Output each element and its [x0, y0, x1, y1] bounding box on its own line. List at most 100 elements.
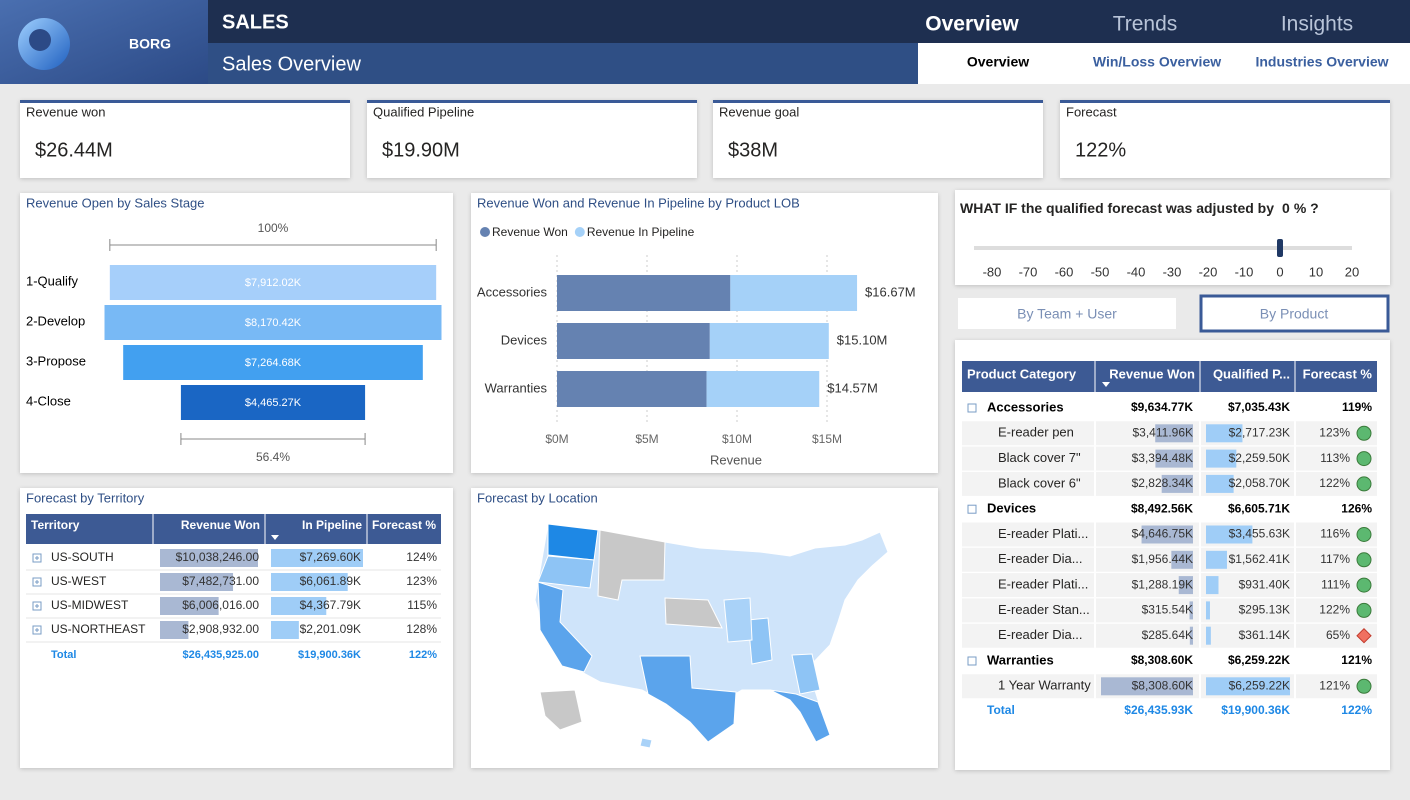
funnel-value-label: $7,264.68K — [245, 357, 302, 369]
expand-toggle[interactable] — [967, 403, 977, 413]
whatif-value: 0 — [1282, 200, 1290, 216]
territory-forecast: 115% — [407, 598, 437, 612]
data-bar — [1178, 576, 1193, 595]
top-bar — [208, 0, 1410, 43]
expand-toggle[interactable] — [967, 656, 977, 666]
slider-tick-label: -70 — [1019, 264, 1038, 279]
item-forecast: 122% — [1319, 476, 1350, 490]
item-forecast: 111% — [1321, 577, 1350, 591]
state — [723, 597, 753, 643]
bar-segment — [730, 275, 858, 311]
row-bg — [962, 598, 1377, 623]
territory-name: US-SOUTH — [51, 550, 114, 564]
item-name: E-reader Dia... — [998, 627, 1083, 642]
data-bar — [160, 549, 258, 567]
item-forecast: 121% — [1319, 678, 1350, 692]
item-pipeline: $931.40K — [1239, 577, 1290, 591]
territory-name: US-NORTHEAST — [51, 622, 146, 636]
legend-label: Revenue In Pipeline — [587, 225, 695, 239]
state — [769, 689, 831, 743]
bar-segment — [557, 275, 731, 311]
nav-tab[interactable]: Overview — [925, 13, 1019, 36]
state — [639, 655, 737, 743]
state — [664, 597, 723, 629]
group-forecast: 119% — [1342, 400, 1372, 414]
stage-label: 1-Qualify — [26, 273, 79, 288]
data-bar — [1161, 474, 1193, 493]
state — [547, 523, 599, 561]
total-revenue: $26,435,925.00 — [183, 649, 259, 661]
item-name: E-reader Plati... — [998, 526, 1088, 541]
status-icon — [1356, 527, 1372, 542]
kpi-value: 122% — [1075, 139, 1126, 161]
item-forecast: 123% — [1319, 425, 1350, 439]
territory-name: US-MIDWEST — [51, 598, 129, 612]
item-pipeline: $3,455.63K — [1229, 527, 1290, 541]
button-label[interactable]: By Team + User — [1017, 306, 1117, 322]
nav-tab[interactable]: Insights — [1281, 13, 1353, 36]
group-pipeline: $7,035.43K — [1228, 400, 1290, 414]
data-bar — [160, 573, 234, 591]
funnel-value-label: $4,465.27K — [245, 397, 302, 409]
kpi-card — [713, 100, 1043, 178]
column-header: Revenue Won — [1109, 366, 1195, 381]
expand-toggle[interactable] — [967, 504, 977, 514]
item-name: 1 Year Warranty — [998, 678, 1091, 693]
button[interactable] — [958, 298, 1176, 329]
slider-tick-label: 20 — [1345, 264, 1359, 279]
sub-tab[interactable]: Win/Loss Overview — [1093, 54, 1221, 70]
data-bar — [1206, 576, 1219, 595]
bracket-label: 100% — [258, 221, 289, 235]
item-forecast: 113% — [1320, 451, 1350, 465]
total-label: Total — [51, 649, 76, 661]
total-forecast: 122% — [409, 649, 437, 661]
total-pipeline: $19,900.36K — [1221, 703, 1290, 717]
whatif-suffix: % ? — [1294, 200, 1319, 216]
data-bar — [1206, 424, 1243, 443]
logo-text: BORG — [129, 36, 171, 52]
expand-toggle[interactable] — [32, 625, 42, 635]
slider-handle[interactable] — [1277, 239, 1283, 257]
data-bar — [271, 597, 327, 615]
total-label: $15.10M — [837, 332, 888, 347]
item-revenue: $3,411.96K — [1133, 425, 1194, 439]
expand-toggle[interactable] — [32, 553, 42, 563]
sub-tab[interactable]: Industries Overview — [1255, 54, 1388, 70]
data-bar — [1206, 525, 1253, 544]
nav-tab[interactable]: Trends — [1113, 13, 1178, 36]
status-icon — [1356, 627, 1372, 644]
slider-tick-label: -40 — [1127, 264, 1146, 279]
data-bar — [1171, 550, 1193, 569]
total-revenue: $26,435.93K — [1124, 703, 1193, 717]
kpi-value: $19.90M — [382, 139, 460, 161]
slider-tick-label: 10 — [1309, 264, 1323, 279]
x-tick-label: $5M — [635, 432, 658, 446]
sub-tab[interactable]: Overview — [967, 54, 1029, 70]
state — [747, 617, 773, 665]
button[interactable] — [1199, 294, 1390, 333]
column-header: Qualified P... — [1213, 366, 1290, 381]
expand-toggle[interactable] — [32, 601, 42, 611]
item-pipeline: $2,058.70K — [1229, 476, 1290, 490]
kpi-accent — [20, 100, 350, 103]
status-icon — [1356, 552, 1372, 568]
kpi-accent — [1060, 100, 1390, 103]
state — [791, 653, 821, 695]
page-title: Sales Overview — [222, 53, 361, 75]
button-label[interactable]: By Product — [1260, 306, 1329, 322]
title-bar — [208, 43, 918, 84]
state — [539, 689, 583, 731]
stage-label: 3-Propose — [26, 353, 86, 368]
group-pipeline: $6,259.22K — [1228, 653, 1290, 667]
y-tick-label: Devices — [501, 332, 548, 347]
item-revenue: $2,828.34K — [1132, 476, 1193, 490]
item-revenue: $4,646.75K — [1132, 527, 1193, 541]
total-label: $16.67M — [865, 284, 916, 299]
territory-pipeline: $7,269.60K — [300, 550, 361, 564]
expand-toggle[interactable] — [32, 577, 42, 587]
funnel-bar — [109, 265, 437, 300]
slider-tick-label: 0 — [1276, 264, 1283, 279]
total-label: $14.57M — [827, 380, 878, 395]
slider-tick-label: -60 — [1055, 264, 1074, 279]
table-header — [962, 361, 1377, 392]
